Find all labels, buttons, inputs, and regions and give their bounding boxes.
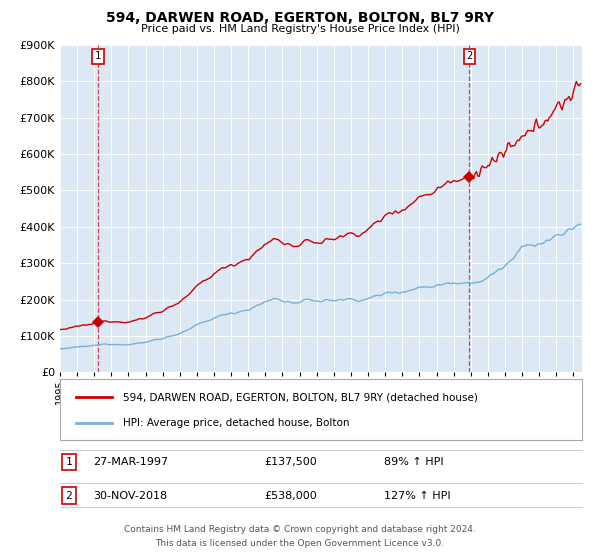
Text: 27-MAR-1997: 27-MAR-1997 xyxy=(93,457,168,467)
Text: 30-NOV-2018: 30-NOV-2018 xyxy=(93,491,167,501)
Text: Price paid vs. HM Land Registry's House Price Index (HPI): Price paid vs. HM Land Registry's House … xyxy=(140,24,460,34)
Text: 127% ↑ HPI: 127% ↑ HPI xyxy=(384,491,451,501)
Text: 2: 2 xyxy=(466,52,473,61)
Text: 1: 1 xyxy=(65,457,73,467)
Text: HPI: Average price, detached house, Bolton: HPI: Average price, detached house, Bolt… xyxy=(122,418,349,428)
Text: £538,000: £538,000 xyxy=(264,491,317,501)
Text: This data is licensed under the Open Government Licence v3.0.: This data is licensed under the Open Gov… xyxy=(155,539,445,548)
Text: 594, DARWEN ROAD, EGERTON, BOLTON, BL7 9RY (detached house): 594, DARWEN ROAD, EGERTON, BOLTON, BL7 9… xyxy=(122,392,478,402)
Text: £137,500: £137,500 xyxy=(264,457,317,467)
Text: 2: 2 xyxy=(65,491,73,501)
Text: Contains HM Land Registry data © Crown copyright and database right 2024.: Contains HM Land Registry data © Crown c… xyxy=(124,525,476,534)
Text: 1: 1 xyxy=(95,52,101,61)
Text: 594, DARWEN ROAD, EGERTON, BOLTON, BL7 9RY: 594, DARWEN ROAD, EGERTON, BOLTON, BL7 9… xyxy=(106,11,494,25)
Text: 89% ↑ HPI: 89% ↑ HPI xyxy=(384,457,443,467)
